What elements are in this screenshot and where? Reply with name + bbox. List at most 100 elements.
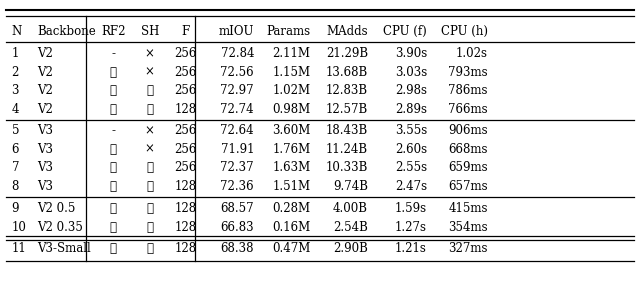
Text: 11.24B: 11.24B (326, 143, 368, 156)
Text: ✓: ✓ (147, 84, 153, 97)
Text: 3.90s: 3.90s (395, 47, 427, 60)
Text: MAdds: MAdds (326, 25, 368, 38)
Text: 906ms: 906ms (448, 124, 488, 137)
Text: 12.83B: 12.83B (326, 84, 368, 97)
Text: 2.89s: 2.89s (395, 103, 427, 116)
Text: 128: 128 (174, 242, 196, 255)
Text: 7: 7 (12, 161, 19, 174)
Text: ×: × (145, 143, 155, 156)
Text: 3.60M: 3.60M (272, 124, 310, 137)
Text: Backbone: Backbone (37, 25, 96, 38)
Text: ✓: ✓ (110, 143, 116, 156)
Text: ✓: ✓ (110, 202, 116, 215)
Text: 1.51M: 1.51M (272, 180, 310, 193)
Text: 2.54B: 2.54B (333, 221, 368, 233)
Text: ✓: ✓ (147, 221, 153, 233)
Text: 9.74B: 9.74B (333, 180, 368, 193)
Text: 3.55s: 3.55s (395, 124, 427, 137)
Text: 0.47M: 0.47M (272, 242, 310, 255)
Text: 3.03s: 3.03s (395, 66, 427, 78)
Text: 766ms: 766ms (448, 103, 488, 116)
Text: 18.43B: 18.43B (326, 124, 368, 137)
Text: Params: Params (266, 25, 310, 38)
Text: -: - (111, 124, 115, 137)
Text: V3: V3 (37, 180, 53, 193)
Text: 1: 1 (12, 47, 19, 60)
Text: 659ms: 659ms (448, 161, 488, 174)
Text: V3: V3 (37, 161, 53, 174)
Text: 128: 128 (174, 202, 196, 215)
Text: 66.83: 66.83 (220, 221, 254, 233)
Text: ✓: ✓ (110, 161, 116, 174)
Text: 668ms: 668ms (448, 143, 488, 156)
Text: ✓: ✓ (110, 103, 116, 116)
Text: V2 0.5: V2 0.5 (37, 202, 76, 215)
Text: 6: 6 (12, 143, 19, 156)
Text: 0.98M: 0.98M (272, 103, 310, 116)
Text: mIOU: mIOU (219, 25, 254, 38)
Text: 0.28M: 0.28M (272, 202, 310, 215)
Text: 21.29B: 21.29B (326, 47, 368, 60)
Text: 1.76M: 1.76M (272, 143, 310, 156)
Text: V2: V2 (37, 103, 53, 116)
Text: 71.91: 71.91 (221, 143, 254, 156)
Text: ✓: ✓ (110, 180, 116, 193)
Text: 128: 128 (174, 180, 196, 193)
Text: V3: V3 (37, 143, 53, 156)
Text: 13.68B: 13.68B (326, 66, 368, 78)
Text: V3-Small: V3-Small (37, 242, 91, 255)
Text: ✓: ✓ (147, 161, 153, 174)
Text: ×: × (145, 66, 155, 78)
Text: 1.21s: 1.21s (395, 242, 427, 255)
Text: 256: 256 (174, 47, 196, 60)
Text: 1.02M: 1.02M (272, 84, 310, 97)
Text: 793ms: 793ms (448, 66, 488, 78)
Text: 5: 5 (12, 124, 19, 137)
Text: V2 0.35: V2 0.35 (37, 221, 83, 233)
Text: 9: 9 (12, 202, 19, 215)
Text: RF2: RF2 (101, 25, 125, 38)
Text: 657ms: 657ms (448, 180, 488, 193)
Text: 1.59s: 1.59s (395, 202, 427, 215)
Text: 72.37: 72.37 (220, 161, 254, 174)
Text: 354ms: 354ms (448, 221, 488, 233)
Text: ✓: ✓ (147, 242, 153, 255)
Text: N: N (12, 25, 22, 38)
Text: 2.98s: 2.98s (395, 84, 427, 97)
Text: 1.02s: 1.02s (456, 47, 488, 60)
Text: -: - (111, 47, 115, 60)
Text: 72.97: 72.97 (220, 84, 254, 97)
Text: 1.63M: 1.63M (272, 161, 310, 174)
Text: 1.15M: 1.15M (272, 66, 310, 78)
Text: 327ms: 327ms (448, 242, 488, 255)
Text: ✓: ✓ (110, 221, 116, 233)
Text: 2.11M: 2.11M (273, 47, 310, 60)
Text: SH: SH (141, 25, 159, 38)
Text: 415ms: 415ms (448, 202, 488, 215)
Text: 72.36: 72.36 (220, 180, 254, 193)
Text: 2: 2 (12, 66, 19, 78)
Text: 256: 256 (174, 66, 196, 78)
Text: 72.74: 72.74 (220, 103, 254, 116)
Text: 4.00B: 4.00B (333, 202, 368, 215)
Text: 2.60s: 2.60s (395, 143, 427, 156)
Text: 8: 8 (12, 180, 19, 193)
Text: 72.64: 72.64 (220, 124, 254, 137)
Text: 128: 128 (174, 221, 196, 233)
Text: ✓: ✓ (110, 84, 116, 97)
Text: ✓: ✓ (110, 66, 116, 78)
Text: ✓: ✓ (147, 180, 153, 193)
Text: V2: V2 (37, 84, 53, 97)
Text: 3: 3 (12, 84, 19, 97)
Text: 2.55s: 2.55s (395, 161, 427, 174)
Text: CPU (h): CPU (h) (441, 25, 488, 38)
Text: 256: 256 (174, 143, 196, 156)
Text: 786ms: 786ms (448, 84, 488, 97)
Text: CPU (f): CPU (f) (383, 25, 427, 38)
Text: V2: V2 (37, 66, 53, 78)
Text: 256: 256 (174, 161, 196, 174)
Text: 68.57: 68.57 (220, 202, 254, 215)
Text: 128: 128 (174, 103, 196, 116)
Text: 72.84: 72.84 (221, 47, 254, 60)
Text: 256: 256 (174, 124, 196, 137)
